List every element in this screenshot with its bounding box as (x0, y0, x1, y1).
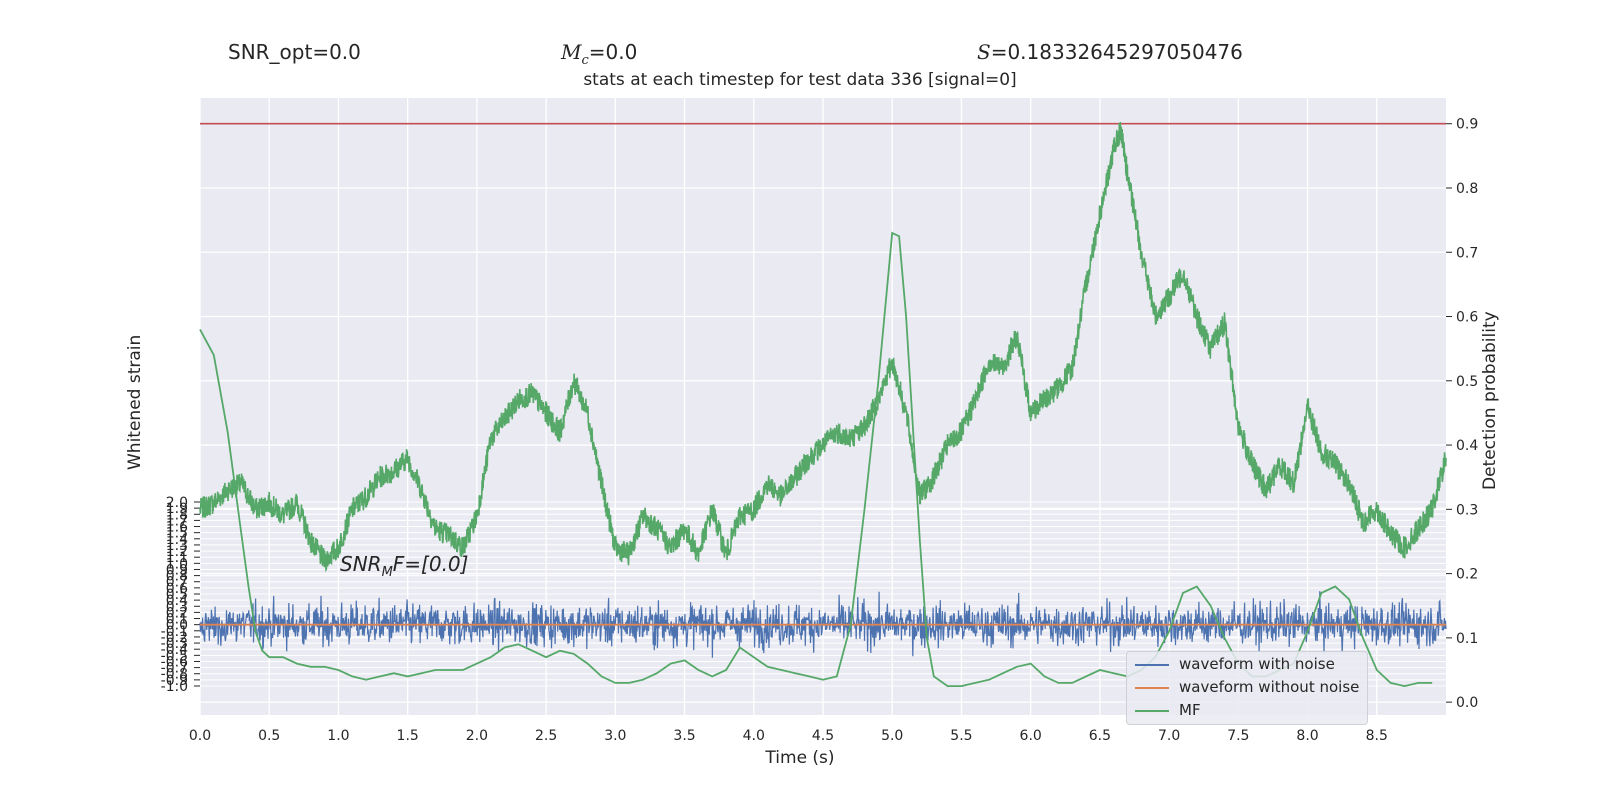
y-tick-label: 0.9 (1456, 117, 1478, 133)
strain-tick-label: 1.6 (166, 520, 188, 536)
snr-opt-label: SNR_opt=0.0 (228, 40, 361, 64)
strain-tick-label: 1.2 (166, 544, 188, 560)
strain-tick-label: 0.7 (166, 575, 188, 591)
strain-tick-label: -1.0 (161, 679, 188, 695)
x-tick-label: 4.5 (812, 728, 834, 744)
x-tick-label: 8.5 (1366, 728, 1388, 744)
strain-tick-label: 1.7 (166, 513, 188, 529)
strain-tick-label: -0.7 (161, 661, 188, 677)
legend-swatch (1135, 663, 1169, 666)
probability-axis-ticks: 0.0 0.1 0.2 0.3 0.4 0.5 0.6 0.7 0.8 0.9 (1446, 117, 1478, 711)
time-axis-ticks: 0.0 0.5 1.0 1.5 2.0 2.5 3.0 3.5 4.0 4.5 5.0 5.5 6.0 6… (189, 728, 1388, 744)
strain-tick-label: -0.1 (161, 624, 188, 640)
x-tick-label: 6.0 (1020, 728, 1042, 744)
mf-line (199, 231, 1433, 688)
strain-tick-label: 0.5 (166, 587, 188, 603)
strain-tick-label: 1.5 (166, 526, 188, 542)
strain-tick-label: -0.2 (161, 630, 188, 646)
strain-tick-label: 1.1 (166, 550, 188, 566)
strain-tick-label: 1.8 (166, 507, 188, 523)
x-tick-label: 1.5 (397, 728, 419, 744)
strain-tick-label: 1.3 (166, 538, 188, 554)
series-layer (199, 121, 1447, 688)
chart-title: stats at each timestep for test data 336… (583, 70, 1017, 90)
y-tick-label: 0.3 (1456, 502, 1478, 518)
strain-tick-label: 0.8 (166, 569, 188, 585)
detection-probability-line (199, 121, 1447, 573)
x-tick-label: 5.5 (950, 728, 972, 744)
strain-tick-label: -0.5 (161, 648, 188, 664)
legend-label: waveform without noise (1179, 678, 1360, 696)
x-tick-label: 7.5 (1227, 728, 1249, 744)
x-tick-label: 8.0 (1296, 728, 1318, 744)
x-tick-label: 5.0 (881, 728, 903, 744)
y-tick-label: 0.7 (1456, 245, 1478, 261)
x-tick-label: 2.5 (535, 728, 557, 744)
chirp-mass-label: Mc=0.0 (561, 40, 638, 68)
y-tick-label: 0.2 (1456, 567, 1478, 583)
strain-tick-label: -0.4 (161, 642, 188, 658)
strain-tick-label: -0.9 (161, 673, 188, 689)
strain-tick-label: 2.0 (166, 495, 188, 511)
y-tick-label: 0.8 (1456, 181, 1478, 197)
x-tick-label: 0.5 (258, 728, 280, 744)
x-tick-label: 0.0 (189, 728, 211, 744)
strain-axis-ticks: -1.0-0.9-0.8-0.7-0.6-0.5-0.4-0.3-0.2-0.1… (161, 495, 200, 695)
x-tick-label: 1.0 (327, 728, 349, 744)
strain-tick-label: -0.8 (161, 667, 188, 683)
y-tick-label: 0.6 (1456, 310, 1478, 326)
y-tick-label: 0.1 (1456, 631, 1478, 647)
x-tick-label: 3.5 (673, 728, 695, 744)
strain-tick-label: 0.2 (166, 605, 188, 621)
strain-tick-label: 0.9 (166, 562, 188, 578)
strain-tick-label: 0.0 (166, 618, 188, 634)
x-tick-label: 4.0 (743, 728, 765, 744)
snr-mf-annotation: SNRMF=[0.0] (340, 552, 469, 580)
legend-swatch (1135, 686, 1169, 689)
score-label: S=0.18332645297050476 (977, 40, 1243, 64)
strain-tick-label: 0.3 (166, 599, 188, 615)
strain-tick-label: -0.3 (161, 636, 188, 652)
legend-swatch (1135, 709, 1169, 712)
strain-tick-label: 0.1 (166, 612, 188, 628)
strain-tick-label: 0.6 (166, 581, 188, 597)
strain-tick-label: 1.9 (166, 501, 188, 517)
x-tick-label: 6.5 (1089, 728, 1111, 744)
legend-item-mf: MF (1135, 701, 1201, 723)
grid-lines (199, 98, 1446, 715)
strain-tick-label: 1.4 (166, 532, 188, 548)
legend-item-clean: waveform without noise (1135, 678, 1359, 700)
y-tick-label: 0.4 (1456, 438, 1478, 454)
strain-axis-label: Whitened strain (125, 334, 145, 470)
x-tick-label: 2.0 (466, 728, 488, 744)
y-tick-label: 0.5 (1456, 374, 1478, 390)
probability-axis-label: Detection probability (1480, 311, 1500, 490)
x-tick-label: 7.0 (1158, 728, 1180, 744)
legend-item-noisy: waveform with noise (1135, 655, 1335, 677)
legend: waveform with noise waveform without noi… (1126, 651, 1368, 725)
legend-label: MF (1179, 701, 1201, 719)
strain-tick-label: 0.4 (166, 593, 188, 609)
x-tick-label: 3.0 (604, 728, 626, 744)
legend-label: waveform with noise (1179, 655, 1335, 673)
time-axis-label: Time (s) (765, 748, 835, 768)
y-tick-label: 0.0 (1456, 695, 1478, 711)
strain-tick-label: -0.6 (161, 654, 188, 670)
strain-tick-label: 1.0 (166, 556, 188, 572)
